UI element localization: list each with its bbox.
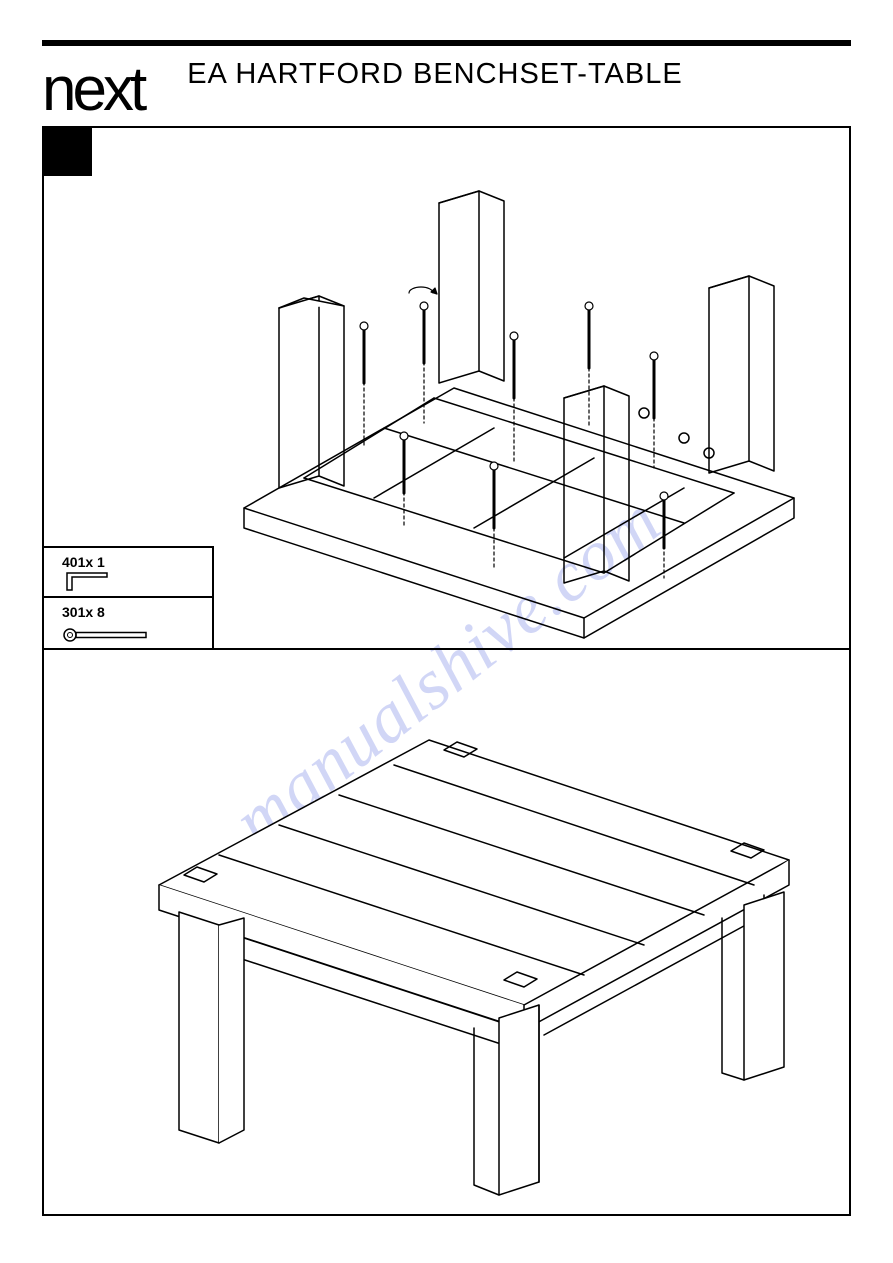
top-rule: [42, 40, 851, 46]
part-row: 401x 1: [44, 548, 212, 598]
brand-logo: next: [42, 56, 143, 118]
part-code: 401x 1: [62, 554, 202, 570]
bolt-icon: [62, 626, 152, 644]
page-title: EA HARTFORD BENCHSET-TABLE: [167, 56, 851, 91]
part-code: 301x 8: [62, 604, 202, 620]
parts-list: 401x 1 301x 8: [44, 546, 214, 648]
page: next EA HARTFORD BENCHSET-TABLE manualsh…: [0, 0, 893, 1263]
allen-key-icon: [62, 570, 132, 592]
product-diagram-panel: [44, 650, 849, 1214]
header: next EA HARTFORD BENCHSET-TABLE: [42, 56, 851, 118]
main-frame: manualshive.com: [42, 126, 851, 1216]
product-diagram: [44, 650, 844, 1210]
part-row: 301x 8: [44, 598, 212, 648]
assembly-diagram-panel: 401x 1 301x 8: [44, 128, 849, 648]
